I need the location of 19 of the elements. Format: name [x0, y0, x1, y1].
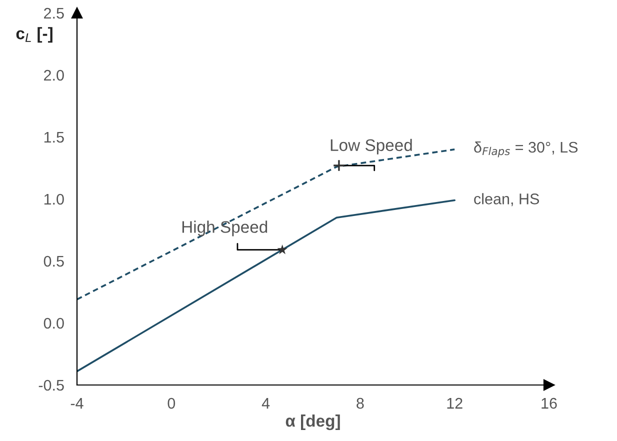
y-tick-label: 1.5: [44, 132, 64, 143]
x-tick-label: 4: [262, 398, 270, 409]
x-tick-label: 12: [447, 398, 462, 409]
series-label: clean, HS: [474, 193, 540, 206]
x-tick-label: 8: [356, 398, 364, 409]
x-axis-title: α [deg]: [286, 414, 340, 430]
x-tick-label: -4: [70, 398, 84, 409]
series-label: δ$_{Flaps}$ = 30°, LS: [474, 141, 578, 158]
y-tick-label: 1.0: [44, 194, 64, 205]
x-tick-label: 0: [168, 398, 176, 409]
y-tick-label: 0.5: [44, 256, 64, 267]
annotation: Low Speed: [330, 138, 412, 154]
y-axis-title: c$_{L}$ [-]: [16, 27, 52, 43]
x-tick-label: 16: [542, 398, 557, 409]
y-tick-label: 2.5: [44, 8, 64, 19]
y-tick-label: 2.0: [44, 70, 64, 81]
y-tick-label: 0.0: [44, 318, 64, 329]
y-tick-label: -0.5: [38, 380, 64, 391]
annotation: High Speed: [182, 220, 268, 236]
